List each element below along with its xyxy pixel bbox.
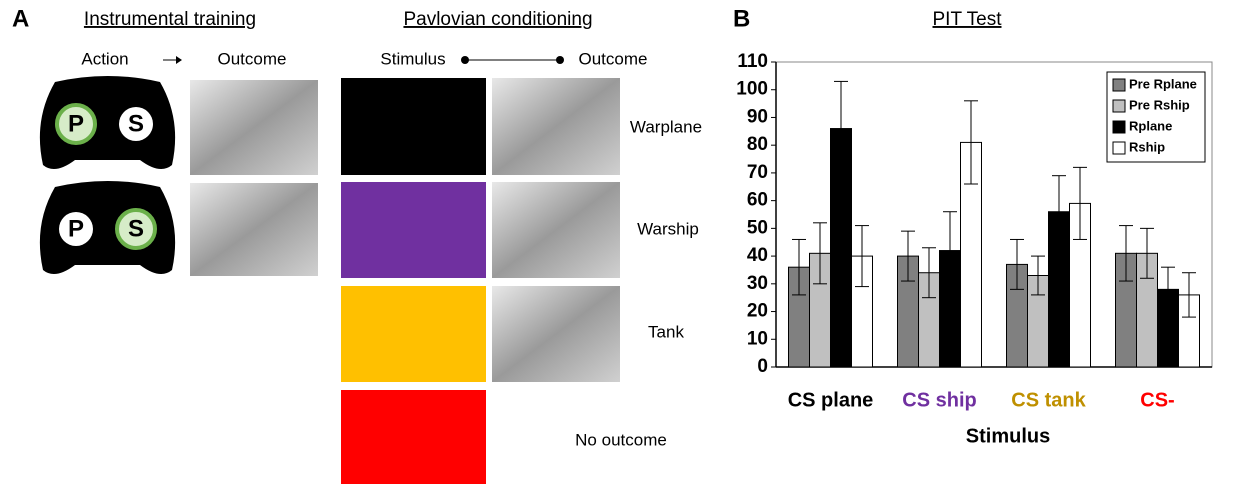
stimulus-square — [341, 390, 486, 484]
image-warplane — [492, 78, 620, 175]
column-label: Stimulus — [380, 49, 445, 68]
outcome-label: Tank — [648, 322, 684, 341]
y-tick-label: 10 — [747, 328, 768, 349]
x-tick-label: CS plane — [788, 389, 874, 411]
y-tick-label: 0 — [757, 356, 768, 377]
image-warplane — [190, 80, 318, 175]
y-tick-label: 80 — [747, 134, 768, 155]
controller: P S — [40, 76, 175, 169]
y-tick-label: 60 — [747, 190, 768, 211]
legend-label: Pre Rship — [1129, 97, 1190, 112]
outcome-label: No outcome — [575, 430, 667, 449]
legend-swatch — [1113, 121, 1125, 133]
button-label: P — [68, 215, 84, 242]
figure: A Instrumental training Pavlovian condit… — [0, 0, 1233, 484]
image-warship — [492, 182, 620, 278]
legend-swatch — [1113, 142, 1125, 154]
outcome-label: Warplane — [630, 117, 702, 136]
x-axis-label: Stimulus — [966, 425, 1050, 447]
stimulus-square — [341, 78, 486, 175]
legend-label: Rship — [1129, 139, 1165, 154]
image-tank — [492, 286, 620, 382]
section-title: Instrumental training — [84, 9, 256, 30]
button-label: P — [68, 110, 84, 137]
legend-label: Pre Rplane — [1129, 76, 1197, 91]
legend-label: Rplane — [1129, 118, 1172, 133]
y-tick-label: 40 — [747, 245, 768, 266]
y-tick-label: 70 — [747, 162, 768, 183]
panel-label: A — [12, 5, 29, 32]
dot — [556, 56, 564, 64]
button-label: S — [128, 215, 144, 242]
stimulus-square — [341, 286, 486, 382]
column-label: Action — [81, 49, 128, 68]
legend-swatch — [1113, 100, 1125, 112]
panel-label: B — [733, 5, 750, 32]
legend-swatch — [1113, 79, 1125, 91]
column-label: Outcome — [218, 49, 287, 68]
y-tick-label: 110 — [737, 51, 768, 72]
section-title: Pavlovian conditioning — [403, 9, 592, 30]
arrow-head — [176, 56, 182, 64]
stimulus-square — [341, 182, 486, 278]
chart-title: PIT Test — [933, 9, 1003, 30]
y-tick-label: 20 — [747, 301, 768, 322]
y-tick-label: 90 — [747, 106, 768, 127]
x-tick-label: CS ship — [902, 389, 976, 411]
x-tick-label: CS- — [1140, 389, 1174, 411]
outcome-label: Warship — [637, 219, 699, 238]
y-tick-label: 100 — [736, 79, 768, 100]
y-tick-label: 30 — [747, 273, 768, 294]
y-tick-label: 50 — [747, 217, 768, 238]
dot — [461, 56, 469, 64]
x-tick-label: CS tank — [1011, 389, 1086, 411]
column-label: Outcome — [579, 49, 648, 68]
controller: P S — [40, 181, 175, 274]
button-label: S — [128, 110, 144, 137]
image-warship — [190, 183, 318, 276]
